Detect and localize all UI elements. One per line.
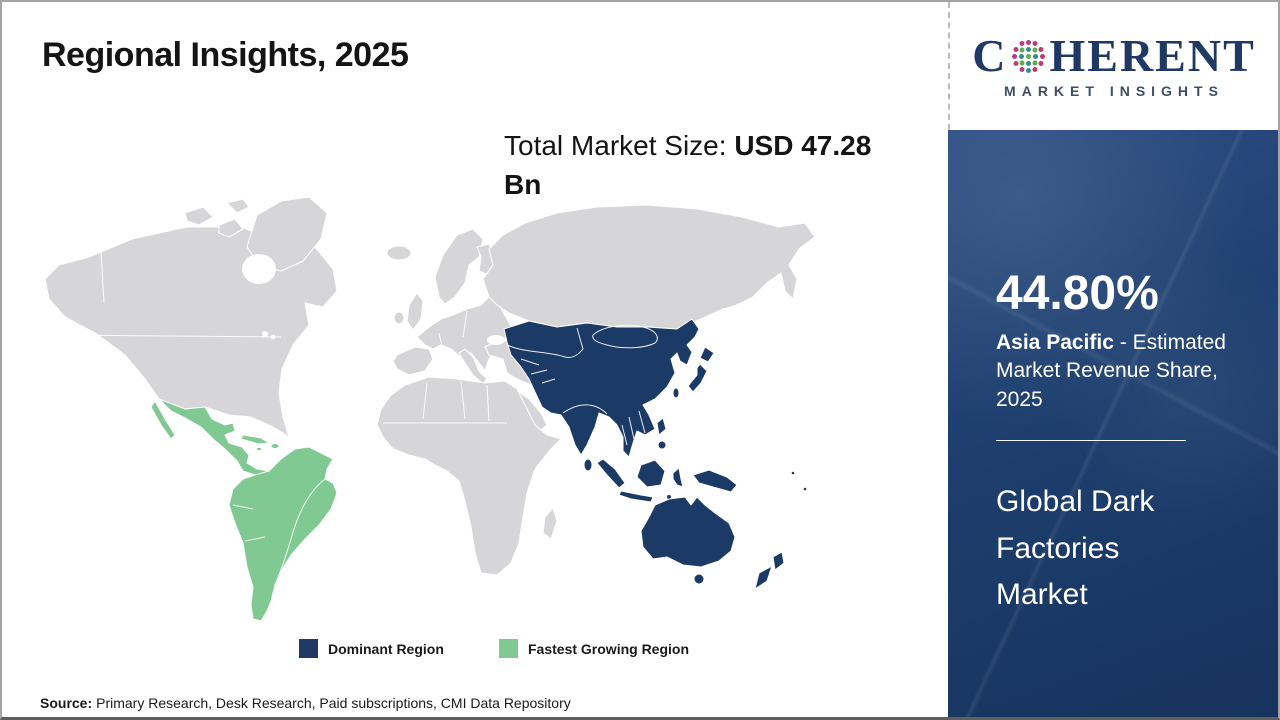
map-japan [699, 346, 715, 363]
map-russia [482, 204, 816, 330]
map-borders-central-asia [520, 358, 556, 384]
sidebar-divider [996, 440, 1186, 442]
map-sumatra [596, 458, 626, 489]
map-java [618, 490, 654, 503]
map-borders-indochina [621, 410, 646, 446]
map-philippines [656, 417, 667, 436]
map-borders-africa [383, 380, 507, 424]
map-region-dominant [503, 318, 808, 590]
legend-swatch-fastest-growing [499, 639, 518, 658]
map-border-alaska [100, 250, 105, 304]
map-tasmania [693, 573, 705, 585]
map-arctic-islands [226, 198, 250, 214]
map-border-brazil [274, 478, 326, 586]
map-border-mongolia [592, 324, 658, 349]
map-new-zealand-south [754, 565, 773, 590]
brand-letters-rest: HERENT [1049, 30, 1256, 81]
brand-letter-c: C [972, 30, 1008, 81]
map-baja [150, 400, 176, 440]
source-label: Source: [40, 695, 93, 711]
legend-label-dominant: Dominant Region [328, 640, 444, 657]
map-hudson-bay [242, 254, 276, 284]
market-size-label: Total Market Size: [504, 130, 735, 161]
map-new-zealand-north [772, 551, 785, 571]
map-ireland [393, 311, 405, 325]
brand-wordmark: C HERENT [972, 33, 1256, 79]
map-pacific-islands [790, 470, 796, 476]
map-sulawesi [672, 467, 684, 488]
map-south-america [228, 446, 338, 622]
map-arctic-islands [184, 206, 214, 226]
map-iceland [386, 245, 412, 261]
map-philippines [657, 440, 667, 450]
map-africa [376, 376, 562, 576]
map-great-lakes [262, 331, 268, 337]
sidebar-panel: 44.80% Asia Pacific - Estimated Market R… [948, 130, 1278, 717]
map-jamaica [256, 446, 262, 452]
market-size-value: USD 47.28 Bn [504, 130, 872, 201]
legend-label-fastest-growing: Fastest Growing Region [528, 640, 690, 657]
market-name: Global Dark Factories Market [996, 485, 1155, 612]
map-mexico-central-america [158, 398, 270, 478]
map-border-us-canada [62, 334, 282, 338]
map-arctic-islands [218, 218, 244, 238]
map-borders-europe [438, 310, 468, 352]
map-borneo [636, 459, 666, 488]
market-size-callout: Total Market Size: USD 47.28 Bn [504, 126, 909, 204]
stat-value: 44.80% [996, 267, 1159, 320]
map-iberia [392, 346, 434, 376]
legend-swatch-dominant [299, 639, 318, 658]
map-australia [640, 496, 736, 568]
page-title: Regional Insights, 2025 [42, 36, 409, 74]
map-madagascar [542, 507, 558, 540]
legend-item-dominant: Dominant Region [299, 639, 444, 658]
map-region-fastest-growing [150, 398, 338, 622]
source-text: Primary Research, Desk Research, Paid su… [96, 695, 571, 711]
map-uk [406, 292, 424, 331]
stat-desc-text: - Estimated Market Revenue Share, 2025 [996, 331, 1226, 411]
map-asia-mainland [503, 318, 700, 458]
map-border-india-china [562, 404, 608, 415]
stat-region: Asia Pacific [996, 331, 1114, 354]
map-border-kazakhstan [506, 327, 584, 358]
map-pacific-islands [802, 486, 808, 492]
brand-tagline: MARKET INSIGHTS [1004, 83, 1224, 99]
world-map [44, 196, 816, 622]
map-taiwan [672, 387, 680, 399]
map-borders-andes [232, 504, 266, 542]
legend-item-fastest-growing: Fastest Growing Region [499, 639, 689, 658]
map-black-sea [487, 335, 505, 345]
map-japan [687, 363, 708, 393]
map-sri-lanka [583, 458, 593, 472]
stat-description: Asia Pacific - Estimated Market Revenue … [996, 329, 1234, 414]
map-scandinavia [434, 228, 484, 305]
map-hispaniola [270, 443, 280, 449]
brand-logo: C HERENT MARKET INSIGHTS [948, 2, 1278, 130]
globe-dots-icon [1012, 40, 1046, 73]
map-cuba [240, 434, 270, 445]
map-new-guinea [692, 469, 738, 493]
source-line: Source: Primary Research, Desk Research, … [40, 695, 571, 711]
